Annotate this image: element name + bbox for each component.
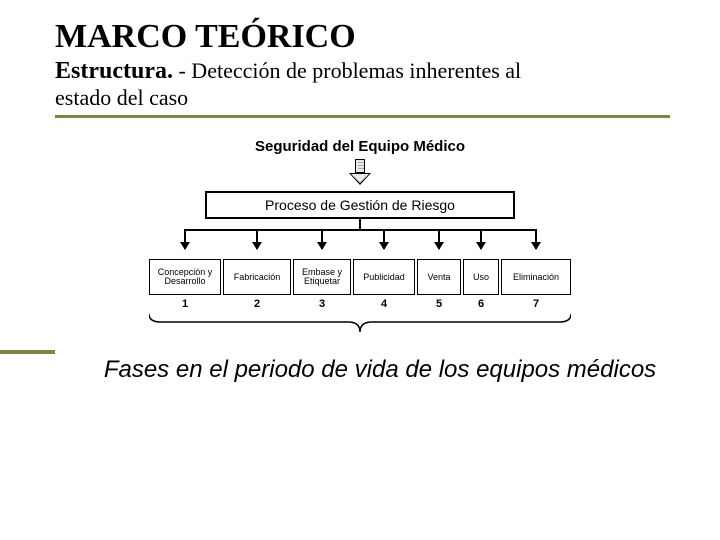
phase-number: 7 (501, 298, 571, 310)
phase-box: Embase y Etiquetar (293, 259, 351, 295)
connector-drop (383, 229, 385, 249)
subtitle-rest: - Detección de problemas inherentes al (178, 58, 521, 83)
phase-row: Concepción y DesarrolloFabricaciónEmbase… (120, 259, 600, 295)
process-box: Proceso de Gestión de Riesgo (205, 191, 515, 219)
connector-drop (321, 229, 323, 249)
phase-number: 6 (463, 298, 499, 310)
phase-box: Fabricación (223, 259, 291, 295)
phase-box: Uso (463, 259, 499, 295)
diagram-caption: Fases en el periodo de vida de los equip… (100, 356, 660, 384)
subtitle-line2: estado del caso (55, 85, 670, 111)
side-accent-bar (0, 350, 55, 354)
phase-number: 5 (417, 298, 461, 310)
phase-box: Venta (417, 259, 461, 295)
connector-drop (438, 229, 440, 249)
subtitle-strong: Estructura. (55, 58, 173, 84)
down-arrow-icon (348, 159, 372, 187)
phase-box: Eliminación (501, 259, 571, 295)
connector-drop (256, 229, 258, 249)
phase-box: Publicidad (353, 259, 415, 295)
number-row: 1234567 (120, 298, 600, 310)
subtitle-line1: Estructura. - Detección de problemas inh… (55, 58, 670, 85)
diagram-top-label: Seguridad del Equipo Médico (120, 138, 600, 155)
phase-number: 4 (353, 298, 415, 310)
header-underline (55, 115, 670, 118)
phase-number: 1 (149, 298, 221, 310)
curly-brace-icon (149, 312, 571, 334)
page-title: MARCO TEÓRICO (55, 18, 670, 56)
phase-number: 3 (293, 298, 351, 310)
phase-number: 2 (223, 298, 291, 310)
connector-drop (480, 229, 482, 249)
connector-lines (120, 219, 600, 259)
phase-box: Concepción y Desarrollo (149, 259, 221, 295)
connector-drop (535, 229, 537, 249)
lifecycle-diagram: Seguridad del Equipo Médico Proceso de G… (120, 138, 600, 334)
header: MARCO TEÓRICO Estructura. - Detección de… (0, 0, 720, 118)
connector-drop (184, 229, 186, 249)
